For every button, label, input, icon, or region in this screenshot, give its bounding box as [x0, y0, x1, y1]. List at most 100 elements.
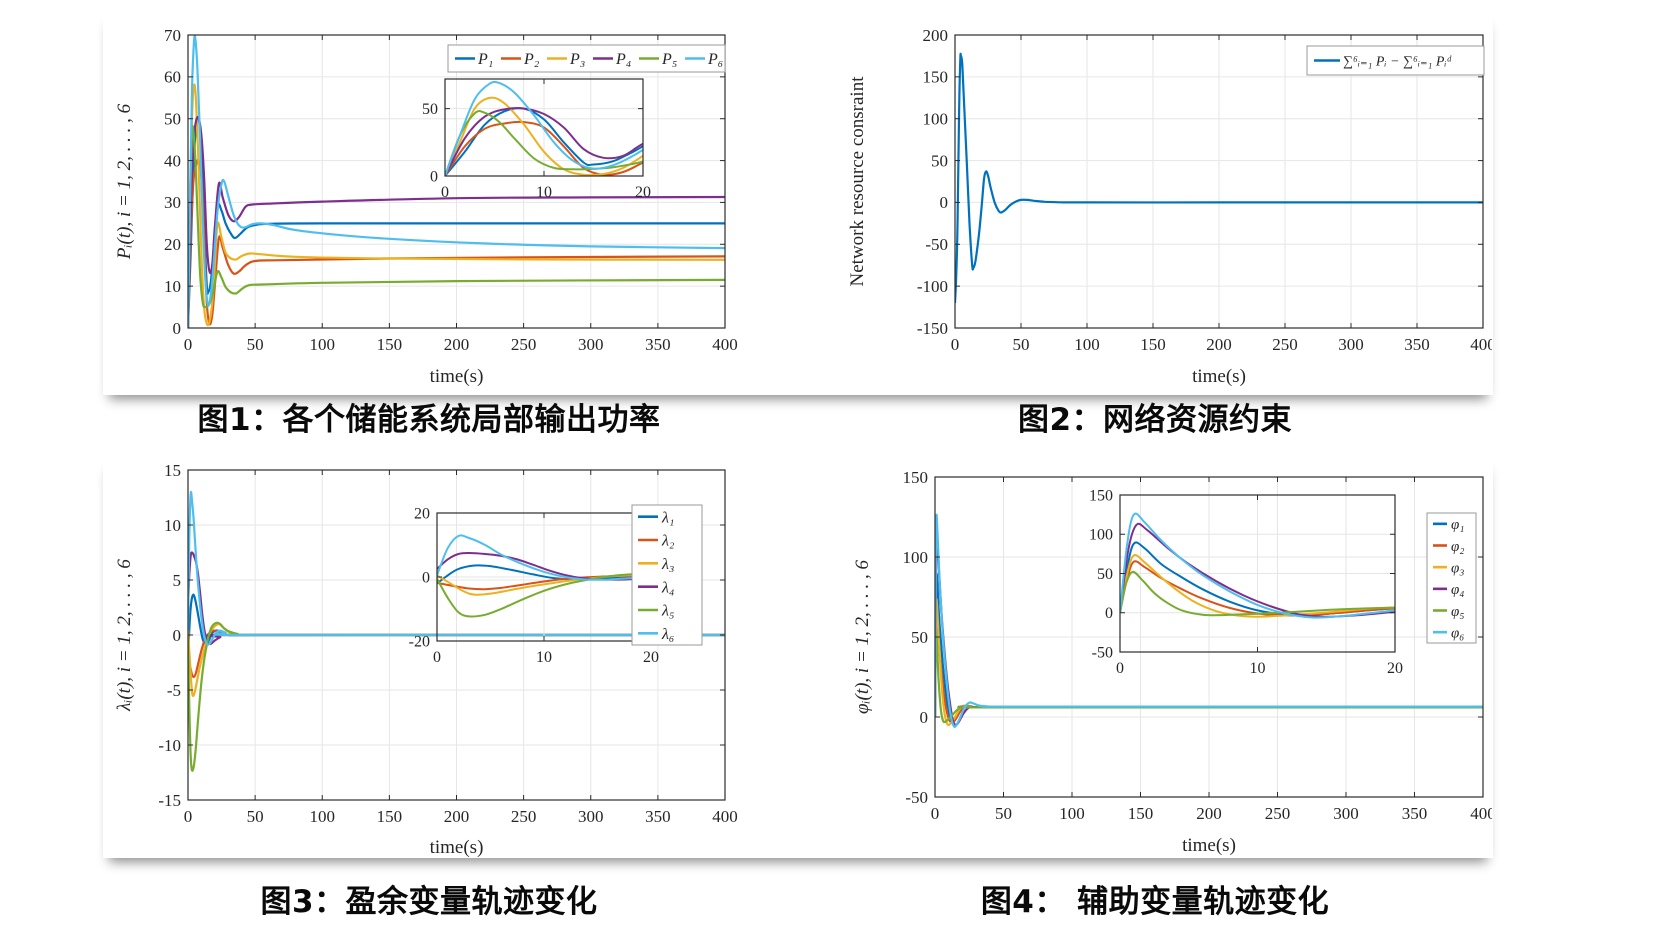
svg-text:40: 40	[164, 151, 181, 170]
chart-local-output-power: 0 50 100 150 200 250 300 350 400010203040506070t…	[114, 26, 738, 387]
svg-text:50: 50	[422, 101, 438, 118]
svg-text:100: 100	[903, 548, 929, 567]
svg-text:350: 350	[645, 807, 671, 826]
chart-surplus-variables: 0 50 100 150 200 250 300 350 400-15-10-5051015ti…	[114, 461, 738, 858]
caption-figure-1: 图1：各个储能系统局部输出功率	[197, 402, 661, 438]
svg-text:P₆: P₆	[707, 51, 723, 68]
svg-text:350: 350	[1404, 335, 1430, 354]
svg-text:20: 20	[1387, 660, 1403, 677]
svg-text:-150: -150	[917, 319, 948, 338]
caption-figure-3: 图3：盈余变量轨迹变化	[260, 884, 598, 920]
svg-text:10: 10	[536, 649, 552, 666]
svg-text:0: 0	[433, 649, 441, 666]
svg-text:100: 100	[1089, 527, 1113, 544]
svg-text:400: 400	[712, 807, 738, 826]
svg-text:0: 0	[184, 335, 193, 354]
svg-text:200: 200	[1206, 335, 1232, 354]
svg-text:-20: -20	[409, 633, 430, 650]
svg-text:λ₅: λ₅	[661, 603, 675, 620]
svg-text:150: 150	[903, 468, 929, 487]
svg-text:10: 10	[164, 277, 181, 296]
svg-text:30: 30	[164, 193, 181, 212]
svg-text:150: 150	[1140, 335, 1166, 354]
svg-text:70: 70	[164, 26, 181, 45]
svg-text:60: 60	[164, 68, 181, 87]
svg-text:φ₅: φ₅	[1451, 604, 1465, 620]
svg-text:-50: -50	[1092, 644, 1113, 661]
svg-text:time(s): time(s)	[1182, 835, 1236, 856]
svg-text:λᵢ(t), i = 1, 2, . . . , 6: λᵢ(t), i = 1, 2, . . . , 6	[114, 559, 135, 712]
svg-text:100: 100	[923, 109, 949, 128]
svg-text:150: 150	[1128, 804, 1154, 823]
svg-text:0: 0	[430, 168, 438, 185]
svg-text:Network resource consraint: Network resource consraint	[847, 76, 868, 287]
figure-3-surplus-variables: 0 50 100 150 200 250 300 350 400 -15 -10 -5 0 5 10 15 ti…	[105, 455, 753, 858]
svg-text:P₅: P₅	[661, 51, 677, 68]
svg-text:-10: -10	[158, 736, 181, 755]
svg-text:350: 350	[645, 335, 671, 354]
svg-text:100: 100	[1074, 335, 1100, 354]
svg-text:300: 300	[578, 807, 604, 826]
svg-text:20: 20	[643, 649, 659, 666]
caption-figure-2: 图2：网络资源约束	[1017, 402, 1293, 438]
svg-text:250: 250	[511, 335, 537, 354]
svg-text:φ₄: φ₄	[1451, 582, 1465, 598]
svg-text:φᵢ(t), i = 1, 2, . . . , 6: φᵢ(t), i = 1, 2, . . . , 6	[852, 559, 873, 714]
svg-text:300: 300	[1338, 335, 1364, 354]
svg-text:time(s): time(s)	[430, 366, 484, 387]
svg-text:φ₃: φ₃	[1451, 560, 1465, 576]
svg-text:λ₂: λ₂	[661, 533, 675, 550]
svg-text:5: 5	[173, 571, 182, 590]
svg-text:10: 10	[1250, 660, 1266, 677]
svg-text:200: 200	[923, 26, 949, 45]
chart-network-resource-constraint: 0 50 100 150 200 250 300 350 400 -150 -100 -50 0 50 10…	[847, 26, 1492, 387]
svg-text:P₁: P₁	[477, 51, 493, 68]
svg-text:0: 0	[940, 193, 949, 212]
svg-text:200: 200	[1196, 804, 1222, 823]
chart-auxiliary-variables: 0 50 100 150 200 250 300 350 400-50050100150time…	[852, 468, 1492, 856]
svg-text:50: 50	[1097, 566, 1113, 583]
svg-text:0: 0	[173, 319, 182, 338]
svg-text:-5: -5	[167, 681, 181, 700]
svg-text:0: 0	[1105, 605, 1113, 622]
svg-text:300: 300	[578, 335, 604, 354]
svg-text:P₂: P₂	[523, 51, 540, 68]
svg-text:λ₁: λ₁	[661, 509, 675, 526]
svg-text:50: 50	[1013, 335, 1030, 354]
svg-text:200: 200	[444, 807, 470, 826]
svg-text:Pᵢ(t), i = 1, 2, . . . , 6: Pᵢ(t), i = 1, 2, . . . , 6	[114, 103, 135, 260]
figure-4-auxiliary-variables: 0 50 100 150 200 250 300 350 400 -50 0 50 100 150 time…	[818, 455, 1492, 858]
svg-text:50: 50	[995, 804, 1012, 823]
figure-1-local-output-power: 0 50 100 150 200 250 300 350 400 0 10 20 30 40 50 60 70 t…	[105, 10, 753, 395]
svg-text:0: 0	[184, 807, 193, 826]
svg-text:0: 0	[422, 569, 430, 586]
svg-text:250: 250	[1265, 804, 1291, 823]
svg-text:time(s): time(s)	[430, 837, 484, 858]
svg-text:50: 50	[247, 335, 264, 354]
svg-text:300: 300	[1333, 804, 1359, 823]
svg-text:λ₄: λ₄	[661, 579, 675, 596]
svg-text:150: 150	[377, 335, 403, 354]
svg-text:400: 400	[1470, 335, 1492, 354]
svg-text:0: 0	[951, 335, 960, 354]
svg-text:200: 200	[444, 335, 470, 354]
svg-text:-15: -15	[158, 791, 181, 810]
svg-text:50: 50	[911, 628, 928, 647]
svg-text:0: 0	[173, 626, 182, 645]
svg-text:100: 100	[310, 807, 336, 826]
svg-text:0: 0	[1116, 660, 1124, 677]
svg-text:350: 350	[1402, 804, 1428, 823]
svg-text:P₃: P₃	[569, 51, 585, 68]
svg-text:400: 400	[712, 335, 738, 354]
svg-text:0: 0	[931, 804, 940, 823]
svg-text:100: 100	[310, 335, 336, 354]
svg-text:φ₁: φ₁	[1451, 517, 1465, 533]
svg-text:20: 20	[635, 184, 651, 201]
svg-text:400: 400	[1470, 804, 1492, 823]
svg-text:10: 10	[536, 184, 552, 201]
svg-text:P₄: P₄	[615, 51, 631, 68]
svg-text:150: 150	[923, 68, 949, 87]
svg-text:250: 250	[511, 807, 537, 826]
svg-text:50: 50	[931, 151, 948, 170]
caption-figure-4: 图4： 辅助变量轨迹变化	[980, 884, 1330, 920]
